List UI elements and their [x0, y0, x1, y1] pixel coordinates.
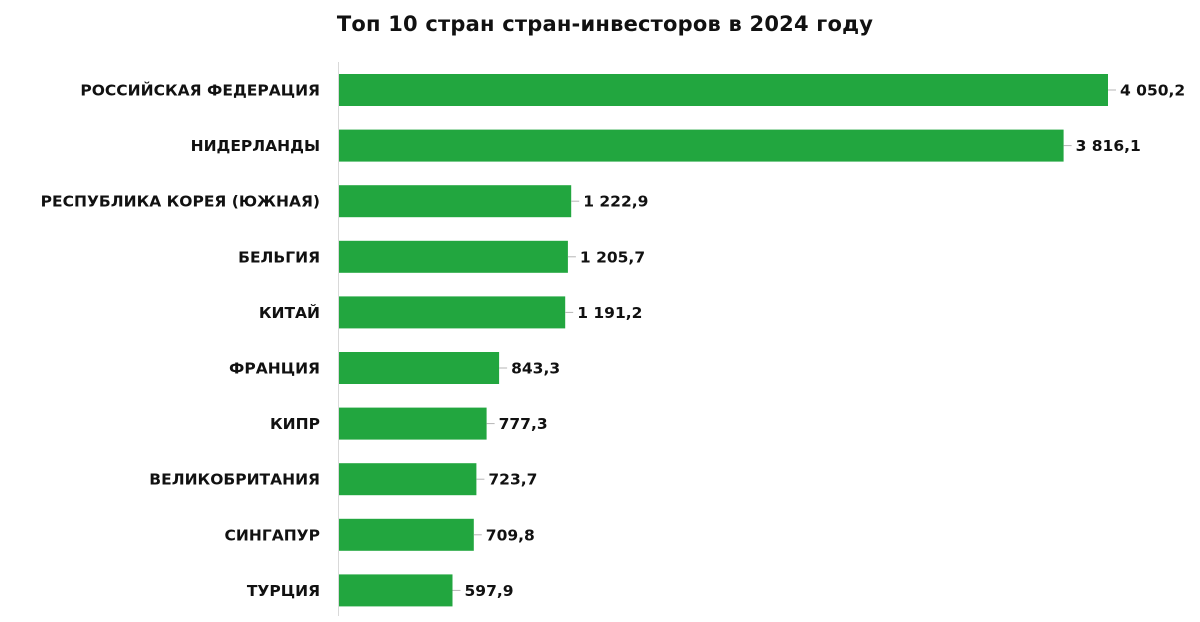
value-labels-layer: 4 050,2 3 816,1 1 222,9 1 205,7 1 191,2 843,3…	[465, 82, 1186, 600]
category-label: КИТАЙ	[259, 303, 320, 322]
data-label: 597,9	[465, 582, 514, 600]
data-label: 777,3	[499, 415, 548, 433]
bar	[339, 574, 453, 607]
data-label: 843,3	[511, 360, 560, 378]
category-label: ФРАНЦИЯ	[229, 360, 320, 378]
bar	[339, 129, 1064, 162]
bar	[339, 296, 566, 329]
bar	[339, 352, 500, 384]
category-label: СИНГАПУР	[225, 526, 320, 544]
category-label: ТУРЦИЯ	[247, 582, 320, 600]
category-labels-layer: РОССИЙСКАЯ ФЕДЕРАЦИЯ НИДЕРЛАНДЫ РЕСПУБЛИКА…	[41, 81, 320, 600]
category-label: ВЕЛИКОБРИТАНИЯ	[149, 471, 320, 489]
chart-title: Топ 10 стран стран-инвесторов в 2024 год…	[336, 12, 874, 36]
data-label: 4 050,2	[1120, 82, 1185, 100]
bar	[339, 463, 477, 496]
category-label: НИДЕРЛАНДЫ	[191, 137, 320, 155]
data-label: 709,8	[486, 526, 535, 544]
data-label: 1 222,9	[583, 193, 648, 211]
category-label: БЕЛЬГИЯ	[238, 248, 320, 266]
category-label: РЕСПУБЛИКА КОРЕЯ (ЮЖНАЯ)	[41, 193, 320, 211]
bar	[339, 240, 568, 273]
bar	[339, 518, 474, 551]
leader-lines-layer	[452, 89, 1116, 591]
bars-layer	[339, 74, 1108, 607]
data-label: 1 205,7	[580, 248, 645, 266]
bar	[339, 74, 1108, 106]
bar	[339, 185, 572, 218]
bar	[339, 407, 487, 440]
category-label: РОССИЙСКАЯ ФЕДЕРАЦИЯ	[80, 81, 320, 100]
data-label: 1 191,2	[577, 304, 642, 322]
category-label: КИПР	[270, 415, 320, 433]
data-label: 3 816,1	[1076, 137, 1141, 155]
data-label: 723,7	[488, 471, 537, 489]
